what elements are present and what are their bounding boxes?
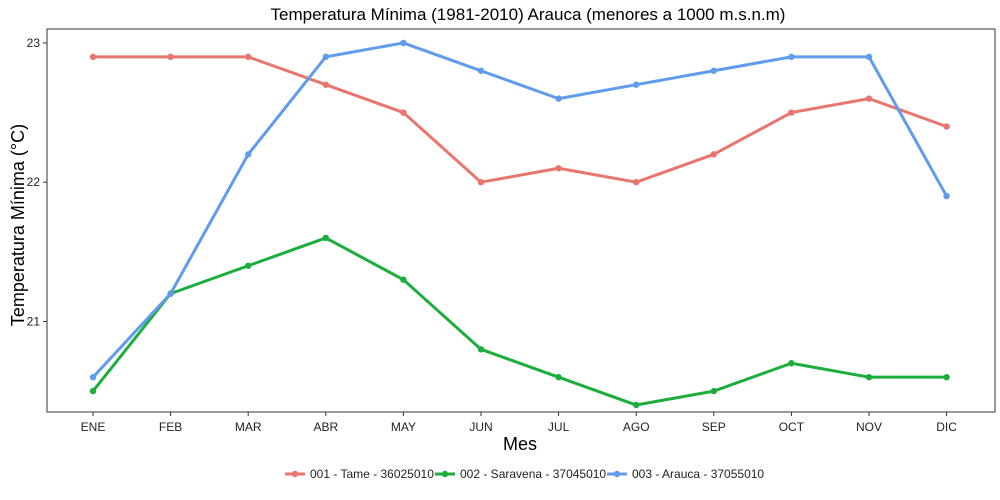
data-point (322, 81, 329, 88)
x-axis-title: Mes (503, 434, 537, 454)
data-point (167, 53, 174, 61)
data-point (322, 234, 329, 242)
legend-key-point (613, 470, 621, 478)
y-tick-label: 22 (27, 175, 41, 189)
y-tick-label: 21 (27, 314, 41, 328)
x-tick-label: AGO (623, 420, 650, 434)
data-point (788, 360, 795, 367)
data-point (245, 262, 252, 269)
chart-title: Temperatura Mínima (1981-2010) Arauca (m… (271, 5, 786, 24)
x-tick-label: SEP (702, 420, 726, 434)
data-point (710, 387, 717, 395)
data-point (788, 109, 795, 116)
data-point (943, 192, 950, 200)
data-point (633, 81, 640, 88)
data-point (477, 67, 485, 74)
data-point (400, 39, 407, 47)
legend-key-point (441, 470, 449, 478)
data-point (555, 165, 562, 172)
data-point (710, 67, 717, 74)
data-point (322, 53, 329, 61)
data-point (710, 151, 717, 158)
data-point (89, 387, 97, 395)
data-point (555, 95, 562, 102)
data-point (788, 53, 795, 61)
legend-label: 003 - Arauca - 37055010 (632, 467, 764, 481)
legend: 001 - Tame - 36025010 002 - Saravena - 37… (285, 467, 764, 481)
series-line-1 (93, 55, 948, 184)
data-point (555, 373, 562, 381)
y-tick-label: 23 (27, 36, 41, 50)
x-tick-label: DIC (936, 420, 957, 434)
x-tick-label: NOV (856, 420, 882, 434)
data-point (943, 123, 950, 130)
x-tick-label: MAY (391, 420, 416, 434)
series-line-3 (91, 41, 948, 379)
legend-key-point (291, 470, 299, 478)
x-tick-label: JUN (469, 420, 492, 434)
x-tick-label: ENE (81, 420, 106, 434)
plot-area: 21 22 23 ENE FEB MAR ABR MAY JUN JUL AGO SEP OCT NOV D… (27, 28, 996, 434)
plot-border (46, 28, 996, 413)
data-point (400, 276, 407, 283)
data-point (943, 373, 950, 381)
x-tick-label: FEB (159, 420, 182, 434)
data-point (167, 290, 174, 297)
data-point (245, 151, 252, 158)
data-point (633, 401, 640, 409)
data-point (245, 53, 252, 61)
x-tick-label: ABR (313, 420, 338, 434)
data-point (477, 179, 485, 186)
data-point (865, 53, 873, 61)
legend-label: 001 - Tame - 36025010 (310, 467, 434, 481)
data-point (89, 53, 97, 61)
x-tick-label: OCT (779, 420, 805, 434)
data-point (633, 179, 640, 186)
data-point (400, 109, 407, 116)
data-point (865, 95, 873, 102)
data-point (865, 373, 873, 381)
x-tick-label: MAR (235, 420, 262, 434)
series-line-2 (91, 236, 947, 407)
x-tick-label: JUL (548, 420, 570, 434)
data-point (89, 373, 97, 381)
data-point (477, 346, 485, 353)
y-axis-title: Temperatura Mínima (°C) (8, 124, 28, 326)
legend-label: 002 - Saravena - 37045010 (460, 467, 606, 481)
